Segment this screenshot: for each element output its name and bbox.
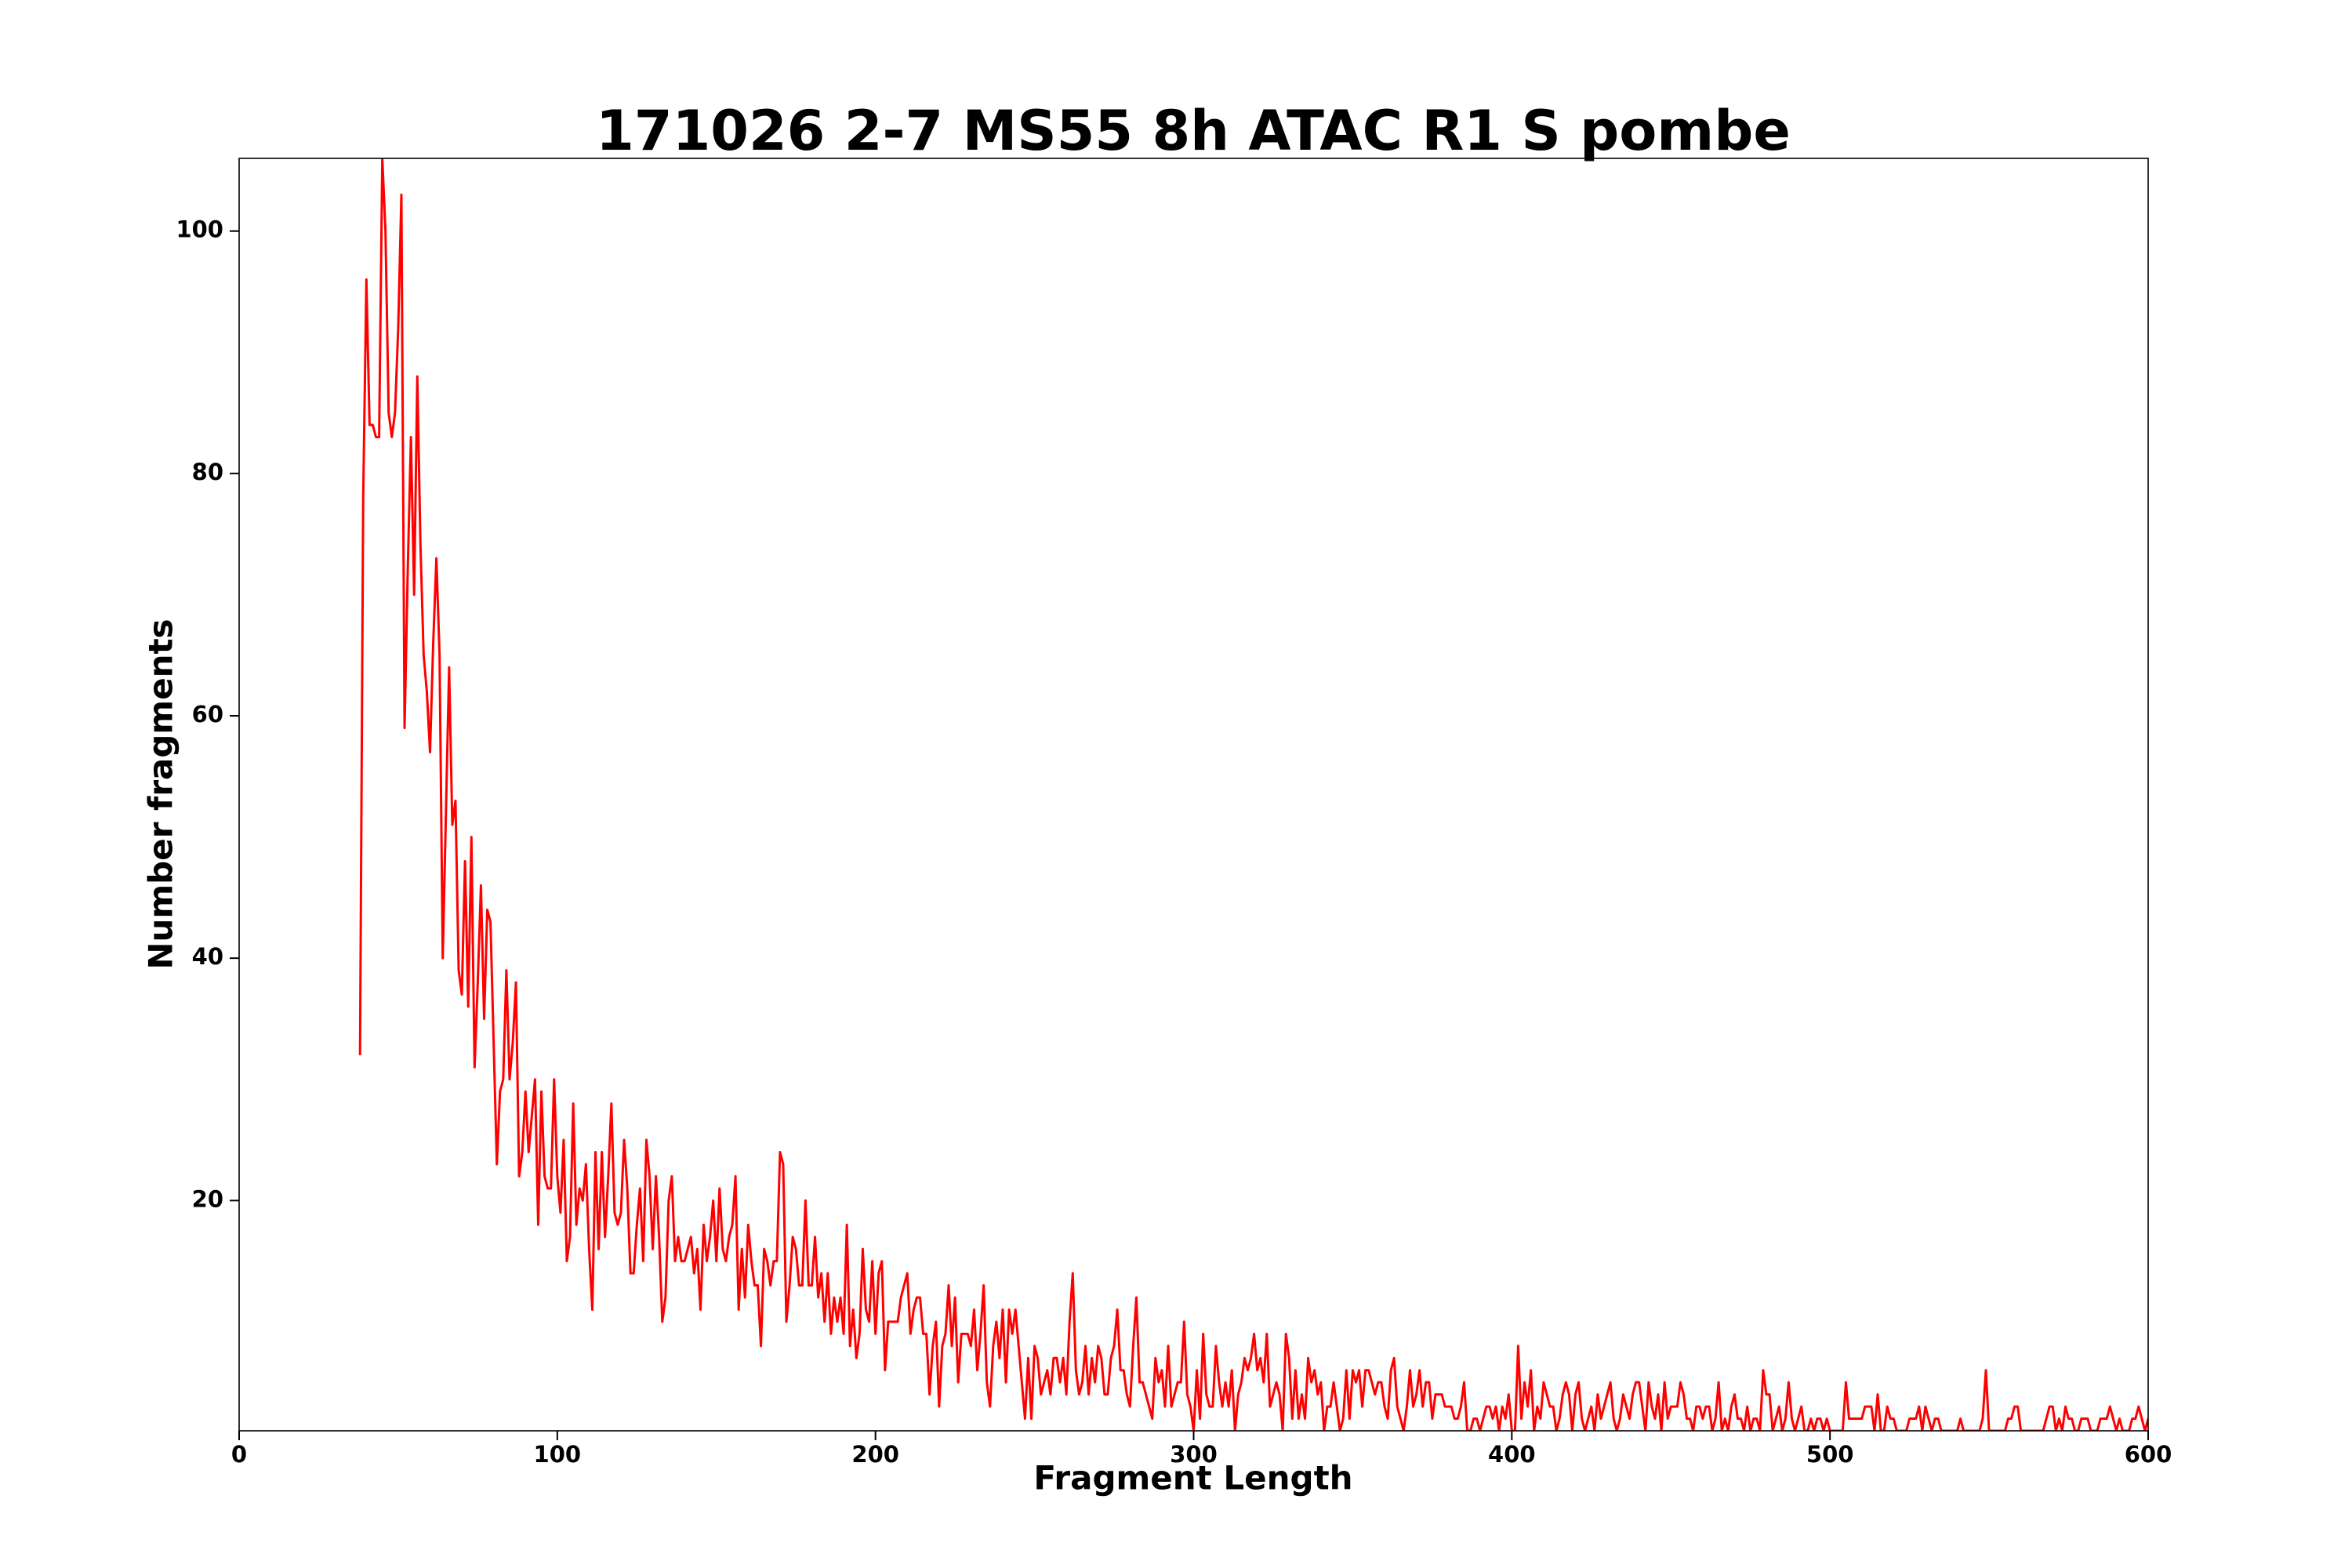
x-tick-label: 600 xyxy=(2125,1441,2172,1468)
x-axis-label: Fragment Length xyxy=(1033,1459,1352,1497)
y-axis-label: Number fragments xyxy=(142,619,180,969)
plot-frame xyxy=(238,158,2149,1432)
x-tick-label: 300 xyxy=(1170,1441,1218,1468)
y-tick-label: 80 xyxy=(192,459,223,485)
y-tick-label: 60 xyxy=(192,701,223,728)
chart-title: 171026 2-7 MS55 8h ATAC R1 S pombe xyxy=(596,99,1791,163)
x-tick-label: 500 xyxy=(1806,1441,1854,1468)
y-tick-label: 40 xyxy=(192,943,223,970)
y-tick-label: 20 xyxy=(192,1185,223,1212)
x-tick-label: 100 xyxy=(534,1441,582,1468)
y-tick-label: 100 xyxy=(176,216,223,243)
x-tick-label: 0 xyxy=(231,1441,247,1468)
x-tick-label: 200 xyxy=(851,1441,899,1468)
x-tick-label: 400 xyxy=(1488,1441,1536,1468)
data-line xyxy=(358,158,2148,1431)
